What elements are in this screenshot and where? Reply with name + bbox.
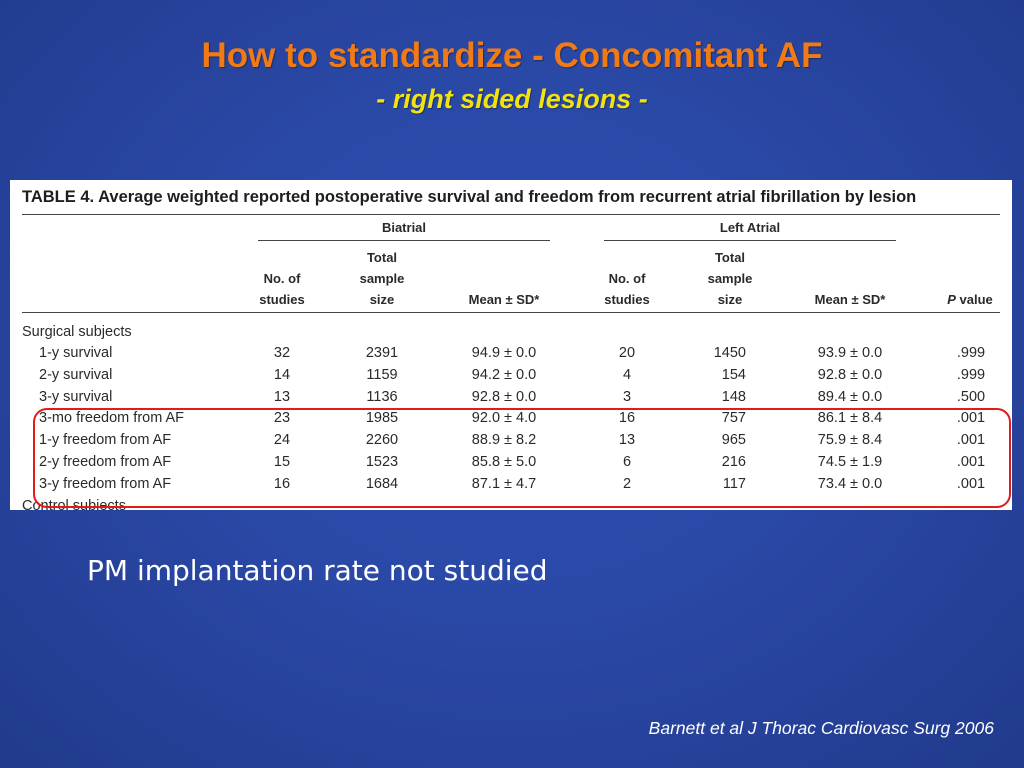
cell-left-studies: 2 [622, 475, 632, 492]
cell-biatrial-sample-size: 2391 [365, 345, 399, 361]
header-biatrial-sample-size: Total sample size [359, 250, 405, 307]
cell-left-studies: 4 [622, 366, 632, 383]
cell-left-studies: 6 [622, 454, 632, 470]
left-atrial-group-rule [604, 240, 896, 241]
row-label: 3-y survival [39, 388, 113, 405]
cell-biatrial-mean-sd: 87.1 ± 4.7 [471, 475, 537, 492]
cell-left-mean-sd: 89.4 ± 0.0 [817, 388, 883, 405]
cell-p-value: .999 [956, 366, 986, 383]
biatrial-group-rule [258, 240, 550, 241]
cell-p-value: .999 [956, 345, 986, 361]
cell-biatrial-sample-size: 1523 [365, 454, 399, 470]
cell-p-value: .500 [956, 388, 986, 405]
cell-left-sample-size: 965 [721, 432, 746, 449]
header-bottom-rule [22, 312, 1000, 313]
row-label: 2-y freedom from AF [39, 454, 172, 470]
cell-left-studies: 13 [618, 432, 636, 449]
group-header-left-atrial: Left Atrial [719, 220, 781, 235]
cell-biatrial-studies: 32 [273, 345, 291, 361]
cell-biatrial-mean-sd: 88.9 ± 8.2 [471, 432, 537, 449]
cell-left-mean-sd: 92.8 ± 0.0 [817, 366, 883, 383]
citation: Barnett et al J Thorac Cardiovasc Surg 2… [648, 718, 994, 738]
cell-biatrial-mean-sd: 94.2 ± 0.0 [471, 366, 537, 383]
row-label: 1-y freedom from AF [39, 432, 172, 449]
cell-biatrial-studies: 24 [273, 432, 291, 449]
cell-biatrial-studies: 14 [273, 366, 291, 383]
cell-biatrial-sample-size: 1985 [365, 410, 399, 427]
cell-biatrial-mean-sd: 92.0 ± 4.0 [471, 410, 537, 427]
cell-left-sample-size: 216 [721, 454, 746, 470]
cell-left-mean-sd: 73.4 ± 0.0 [817, 475, 883, 492]
cell-left-studies: 3 [622, 388, 632, 405]
table-image-panel: TABLE 4. Average weighted reported posto… [10, 180, 1012, 510]
slide-title: How to standardize - Concomitant AF [201, 36, 823, 75]
cell-biatrial-mean-sd: 92.8 ± 0.0 [471, 388, 537, 405]
cell-p-value: .001 [956, 475, 986, 492]
header-left-mean-sd: Mean ± SD* [814, 292, 886, 307]
cell-left-studies: 20 [618, 345, 636, 361]
cell-p-value: .001 [956, 454, 986, 470]
header-left-studies: No. of studies [604, 271, 650, 307]
row-label: 1-y survival [39, 345, 113, 361]
cell-p-value: .001 [956, 410, 986, 427]
cell-left-mean-sd: 74.5 ± 1.9 [817, 454, 883, 470]
cell-p-value: .001 [956, 432, 986, 449]
cell-biatrial-studies: 13 [273, 388, 291, 405]
slide-subtitle: - right sided lesions - [376, 84, 648, 114]
header-left-sample-size: Total sample size [707, 250, 753, 307]
cell-biatrial-sample-size: 2260 [365, 432, 399, 449]
header-biatrial-studies: No. of studies [259, 271, 305, 307]
cell-left-mean-sd: 93.9 ± 0.0 [817, 345, 883, 361]
cell-left-sample-size: 757 [721, 410, 746, 427]
cell-biatrial-studies: 16 [273, 475, 291, 492]
cell-left-studies: 16 [618, 410, 636, 427]
bullet-text: PM implantation rate not studied [87, 554, 548, 587]
highlight-freedom-from-af-rows [33, 408, 1011, 508]
table-top-rule [22, 214, 1000, 215]
cell-left-sample-size: 117 [722, 475, 746, 492]
table-caption: TABLE 4. Average weighted reported posto… [22, 188, 917, 206]
header-biatrial-mean-sd: Mean ± SD* [468, 292, 540, 307]
group-header-biatrial: Biatrial [381, 220, 427, 235]
row-label: 3-y freedom from AF [39, 475, 172, 492]
row-label: 2-y survival [39, 366, 113, 383]
cell-biatrial-sample-size: 1684 [365, 475, 399, 492]
cell-left-sample-size: 154 [721, 366, 746, 383]
cell-biatrial-mean-sd: 85.8 ± 5.0 [471, 454, 537, 470]
cell-left-mean-sd: 86.1 ± 8.4 [817, 410, 883, 427]
cell-left-sample-size: 148 [721, 388, 746, 405]
section-surgical-subjects: Surgical subjects [22, 324, 132, 340]
cell-biatrial-studies: 15 [273, 454, 291, 470]
header-p-value: P value [947, 292, 993, 307]
cell-biatrial-mean-sd: 94.9 ± 0.0 [471, 345, 537, 361]
cell-biatrial-sample-size: 1136 [366, 388, 398, 405]
cell-biatrial-sample-size: 1159 [366, 366, 398, 383]
cell-biatrial-studies: 23 [273, 410, 291, 427]
cell-left-sample-size: 1450 [713, 345, 746, 361]
cell-left-mean-sd: 75.9 ± 8.4 [817, 432, 883, 449]
row-label: 3-mo freedom from AF [39, 410, 185, 427]
